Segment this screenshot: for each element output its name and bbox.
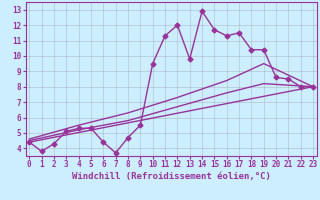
X-axis label: Windchill (Refroidissement éolien,°C): Windchill (Refroidissement éolien,°C) bbox=[72, 172, 271, 181]
